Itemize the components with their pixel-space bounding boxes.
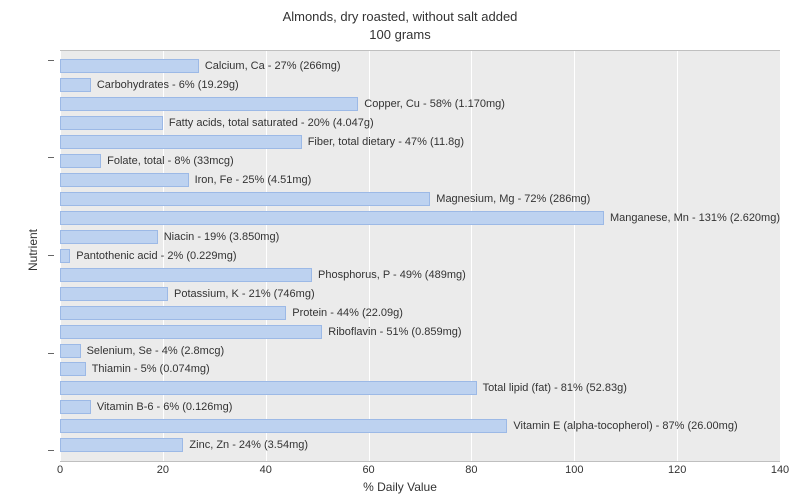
bar-row: Selenium, Se - 4% (2.8mcg) (60, 343, 780, 359)
bar-row: Vitamin B-6 - 6% (0.126mg) (60, 399, 780, 415)
x-ticks: 020406080100120140 (60, 460, 780, 480)
bar-row: Manganese, Mn - 131% (2.620mg) (60, 210, 780, 226)
nutrient-bar (60, 419, 507, 433)
nutrient-label: Iron, Fe - 25% (4.51mg) (189, 174, 312, 186)
nutrient-bar (60, 344, 81, 358)
nutrient-label: Fatty acids, total saturated - 20% (4.04… (163, 117, 374, 129)
nutrient-label: Vitamin E (alpha-tocopherol) - 87% (26.0… (507, 420, 737, 432)
bar-row: Niacin - 19% (3.850mg) (60, 229, 780, 245)
nutrient-bar (60, 325, 322, 339)
bar-row: Pantothenic acid - 2% (0.229mg) (60, 248, 780, 264)
bar-row: Magnesium, Mg - 72% (286mg) (60, 191, 780, 207)
x-tick-label: 40 (260, 464, 272, 476)
x-tick-label: 20 (157, 464, 169, 476)
x-tick-label: 100 (565, 464, 583, 476)
nutrient-bar (60, 268, 312, 282)
nutrient-label: Selenium, Se - 4% (2.8mcg) (81, 345, 225, 357)
nutrient-bar (60, 59, 199, 73)
nutrient-label: Potassium, K - 21% (746mg) (168, 288, 315, 300)
bar-row: Iron, Fe - 25% (4.51mg) (60, 172, 780, 188)
nutrient-bar (60, 400, 91, 414)
bar-row: Riboflavin - 51% (0.859mg) (60, 324, 780, 340)
nutrient-label: Vitamin B-6 - 6% (0.126mg) (91, 401, 233, 413)
bar-row: Folate, total - 8% (33mcg) (60, 153, 780, 169)
x-axis-label: % Daily Value (363, 480, 437, 494)
nutrient-label: Niacin - 19% (3.850mg) (158, 231, 280, 243)
nutrient-bar (60, 173, 189, 187)
nutrient-bar (60, 381, 477, 395)
y-axis-label: Nutrient (26, 229, 40, 271)
nutrient-label: Phosphorus, P - 49% (489mg) (312, 269, 466, 281)
nutrient-label: Zinc, Zn - 24% (3.54mg) (183, 439, 308, 451)
nutrient-bar (60, 287, 168, 301)
bar-row: Protein - 44% (22.09g) (60, 305, 780, 321)
nutrient-label: Protein - 44% (22.09g) (286, 307, 403, 319)
y-tick (48, 255, 54, 256)
bar-row: Fatty acids, total saturated - 20% (4.04… (60, 115, 780, 131)
nutrient-bar (60, 154, 101, 168)
nutrient-label: Manganese, Mn - 131% (2.620mg) (604, 212, 780, 224)
bar-row: Fiber, total dietary - 47% (11.8g) (60, 134, 780, 150)
nutrient-bar (60, 97, 358, 111)
nutrient-bar (60, 306, 286, 320)
nutrient-label: Pantothenic acid - 2% (0.229mg) (70, 250, 236, 262)
nutrient-bar (60, 249, 70, 263)
title-line-2: 100 grams (0, 26, 800, 44)
bar-row: Copper, Cu - 58% (1.170mg) (60, 96, 780, 112)
nutrient-bar (60, 135, 302, 149)
y-tick (48, 60, 54, 61)
nutrient-label: Fiber, total dietary - 47% (11.8g) (302, 136, 464, 148)
bar-row: Carbohydrates - 6% (19.29g) (60, 77, 780, 93)
bar-row: Vitamin E (alpha-tocopherol) - 87% (26.0… (60, 418, 780, 434)
nutrient-label: Folate, total - 8% (33mcg) (101, 155, 234, 167)
bar-row: Potassium, K - 21% (746mg) (60, 286, 780, 302)
bar-row: Total lipid (fat) - 81% (52.83g) (60, 380, 780, 396)
bars-container: Calcium, Ca - 27% (266mg) Carbohydrates -… (60, 57, 780, 455)
y-tick (48, 450, 54, 451)
nutrient-bar (60, 116, 163, 130)
nutrient-chart: Almonds, dry roasted, without salt added… (0, 0, 800, 500)
bar-row: Phosphorus, P - 49% (489mg) (60, 267, 780, 283)
nutrient-label: Copper, Cu - 58% (1.170mg) (358, 98, 505, 110)
nutrient-label: Total lipid (fat) - 81% (52.83g) (477, 382, 627, 394)
x-tick-label: 120 (668, 464, 686, 476)
y-tick (48, 353, 54, 354)
bar-row: Calcium, Ca - 27% (266mg) (60, 58, 780, 74)
nutrient-label: Calcium, Ca - 27% (266mg) (199, 60, 341, 72)
title-line-1: Almonds, dry roasted, without salt added (0, 8, 800, 26)
gridline (780, 51, 781, 461)
nutrient-label: Riboflavin - 51% (0.859mg) (322, 326, 461, 338)
nutrient-label: Carbohydrates - 6% (19.29g) (91, 79, 239, 91)
nutrient-bar (60, 211, 604, 225)
plot-area: Calcium, Ca - 27% (266mg) Carbohydrates -… (60, 50, 780, 462)
bar-row: Zinc, Zn - 24% (3.54mg) (60, 437, 780, 453)
nutrient-bar (60, 230, 158, 244)
y-tick (48, 157, 54, 158)
x-tick-label: 80 (465, 464, 477, 476)
nutrient-bar (60, 78, 91, 92)
nutrient-bar (60, 192, 430, 206)
nutrient-label: Magnesium, Mg - 72% (286mg) (430, 193, 590, 205)
x-tick-label: 140 (771, 464, 789, 476)
nutrient-bar (60, 362, 86, 376)
x-tick-label: 0 (57, 464, 63, 476)
x-tick-label: 60 (362, 464, 374, 476)
nutrient-bar (60, 438, 183, 452)
nutrient-label: Thiamin - 5% (0.074mg) (86, 363, 210, 375)
bar-row: Thiamin - 5% (0.074mg) (60, 361, 780, 377)
chart-title: Almonds, dry roasted, without salt added… (0, 0, 800, 44)
